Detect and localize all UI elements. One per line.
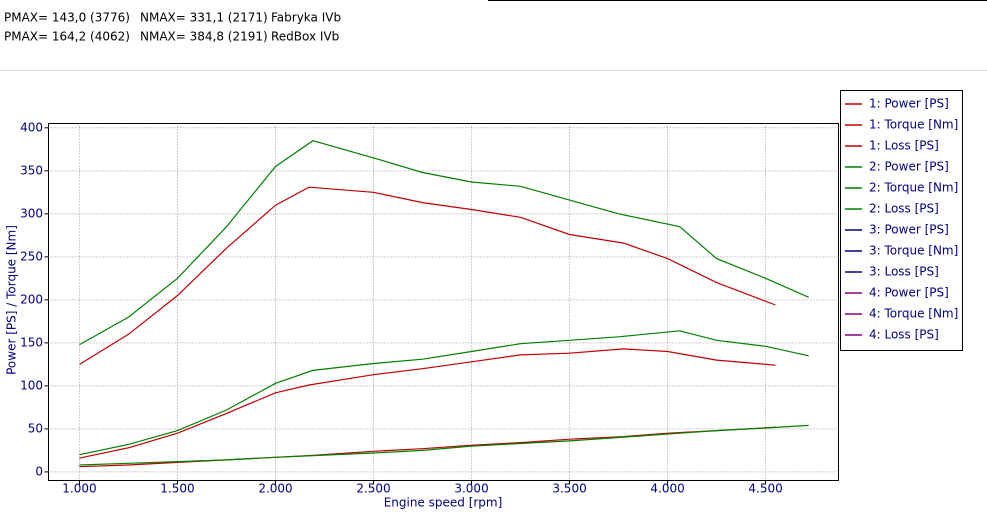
y-tick-label: 100 [20, 378, 43, 392]
legend-label: 1: Loss [PS] [869, 139, 939, 153]
header-text: PMAX= 164,2 (4062) [4, 30, 130, 44]
x-tick-label: 2.500 [356, 482, 390, 496]
series-line [79, 186, 776, 365]
x-tick-label: 2.000 [258, 482, 292, 496]
legend-label: 3: Power [PS] [869, 223, 949, 237]
legend-label: 1: Torque [Nm] [869, 118, 958, 132]
x-tick-label: 1.500 [160, 482, 194, 496]
legend-label: 2: Power [PS] [869, 160, 949, 174]
x-axis-label: Engine speed [rpm] [384, 496, 503, 510]
legend-label: 2: Loss [PS] [869, 202, 939, 216]
x-tick-label: 1.000 [62, 482, 96, 496]
y-tick-label: 400 [20, 120, 43, 134]
header-text: PMAX= 143,0 (3776) [4, 11, 130, 25]
x-tick-label: 4.500 [748, 482, 782, 496]
legend-label: 1: Power [PS] [869, 97, 949, 111]
legend-label: 4: Torque [Nm] [869, 307, 958, 321]
header-text: Fabryka IVb [271, 11, 341, 25]
legend-label: 3: Torque [Nm] [869, 244, 958, 258]
series-line [79, 348, 776, 459]
y-tick-label: 250 [20, 249, 43, 263]
y-tick-label: 50 [28, 421, 43, 435]
y-tick-label: 350 [20, 163, 43, 177]
plot-frame [48, 123, 839, 481]
x-tick-label: 3.500 [552, 482, 586, 496]
series-line [79, 330, 809, 456]
header-text: NMAX= 384,8 (2191) [140, 30, 268, 44]
header-text: RedBox IVb [271, 30, 339, 44]
legend-label: 4: Loss [PS] [869, 328, 939, 342]
y-tick-label: 200 [20, 292, 43, 306]
y-tick-label: 0 [35, 464, 43, 478]
legend-box [840, 90, 963, 351]
legend-label: 4: Power [PS] [869, 286, 949, 300]
legend-label: 2: Torque [Nm] [869, 181, 958, 195]
y-tick-label: 300 [20, 206, 43, 220]
x-tick-label: 4.000 [650, 482, 684, 496]
header-text: NMAX= 331,1 (2171) [140, 11, 268, 25]
legend-label: 3: Loss [PS] [869, 265, 939, 279]
y-tick-label: 150 [20, 335, 43, 349]
x-tick-label: 3.000 [454, 482, 488, 496]
series-line [79, 140, 809, 346]
y-axis-label: Power [PS] / Torque [Nm] [5, 225, 19, 375]
series-line [79, 424, 809, 466]
